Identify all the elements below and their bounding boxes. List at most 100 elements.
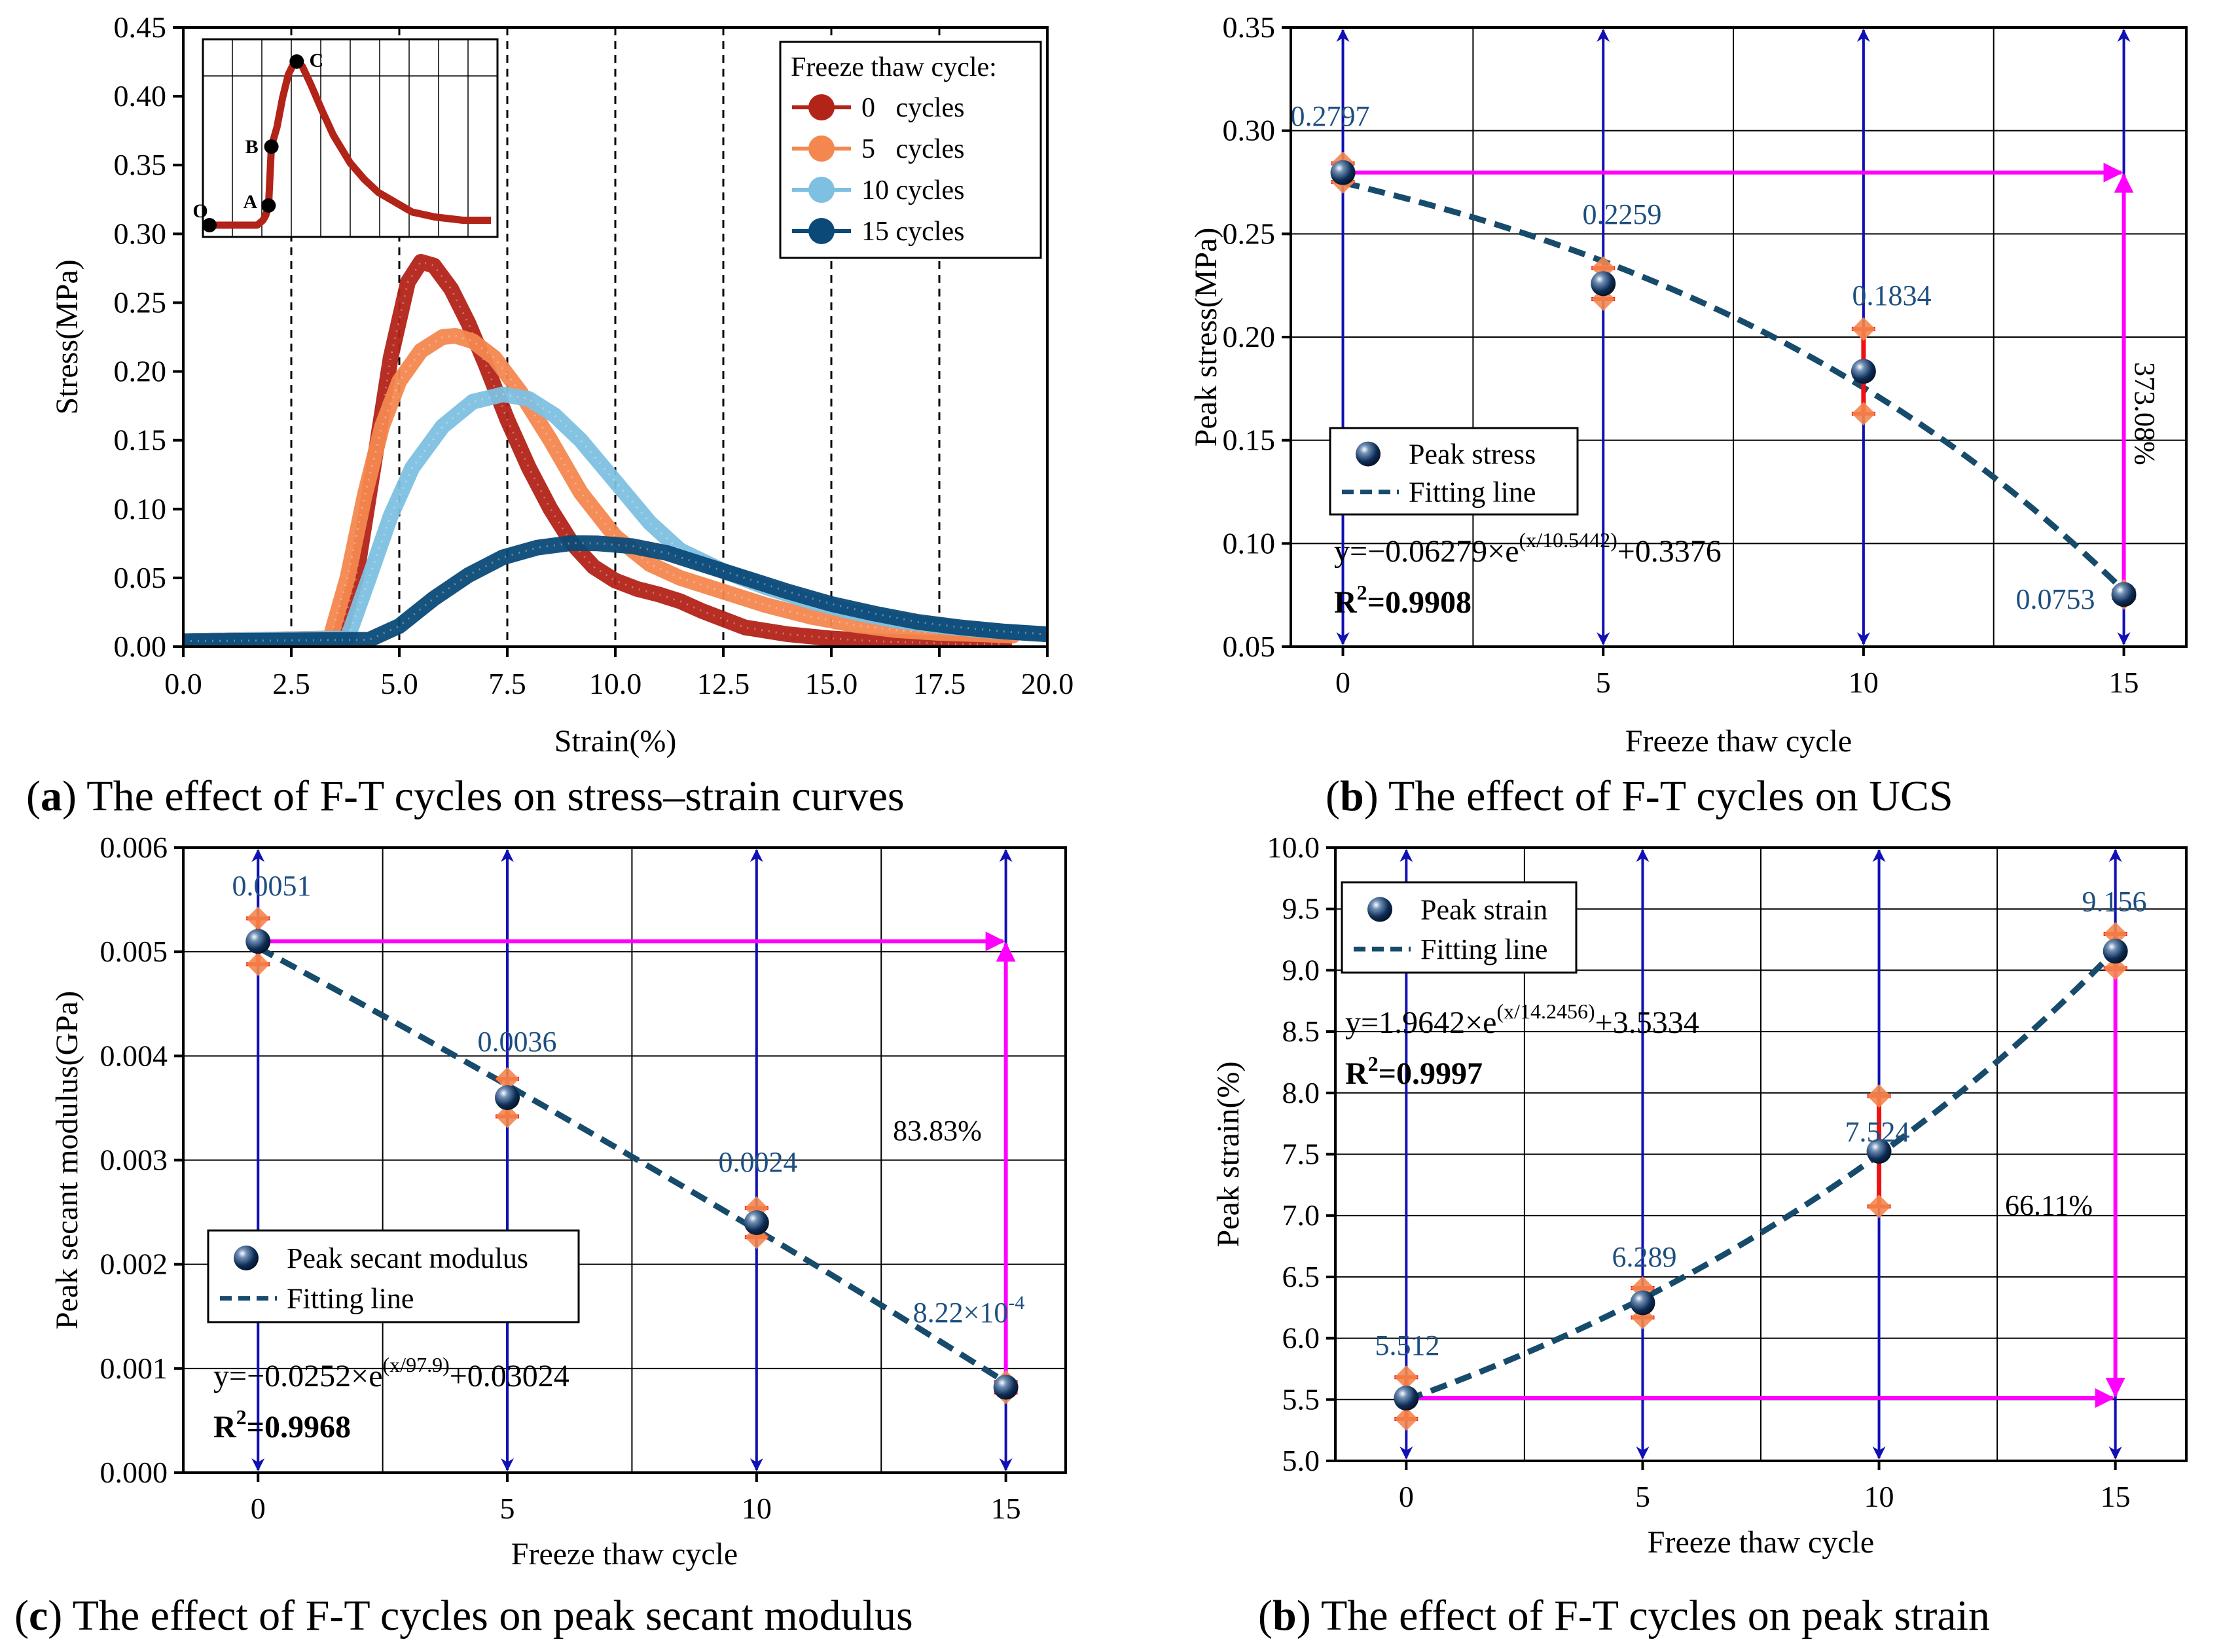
y-tick-label-7: 0.35 [114, 148, 167, 181]
chart-a: 0.0 2.5 5.0 7.5 10.0 12.5 15.0 17.5 20.0 0.00 0.05… [50, 10, 1074, 759]
point-label-3: 9.156 [2082, 886, 2147, 918]
point-label-2: 0.1834 [1852, 279, 1932, 312]
legend-box [207, 1229, 580, 1323]
y-tick-label-0: 0.00 [114, 630, 167, 663]
y-axis-label: Peak secant modulus(GPa) [50, 991, 84, 1329]
y-tick-label-1: 0.10 [1223, 526, 1276, 560]
y-tick-label-10: 10.0 [1267, 831, 1320, 864]
x-tick-label-0: 0 [1335, 666, 1350, 699]
error-marker-bottom-2 [1851, 401, 1875, 425]
r-squared: R2=0.9968 [213, 1405, 351, 1445]
legend-label-3: 15 cycles [861, 217, 964, 247]
caption-a: (a) The effect of F-T cycles on stress–s… [26, 772, 905, 820]
error-marker-top-2 [1851, 317, 1875, 341]
fitting-line [1342, 179, 2126, 593]
chart-c: 0.0051 0.0036 0.0024 8.22×10-4 0 5 10 15 0.000 0.… [50, 831, 1067, 1571]
legend-marker-0 [808, 94, 835, 120]
x-tick-label-6: 15.0 [805, 667, 858, 700]
point-label-0: 5.512 [1375, 1329, 1440, 1361]
legend-label-1: Fitting line [287, 1283, 414, 1315]
legend-marker-3 [808, 218, 835, 244]
r-squared-value: =0.9968 [247, 1410, 351, 1445]
y-tick-label-8: 9.0 [1282, 953, 1320, 986]
legend-marker-0 [1367, 897, 1392, 922]
y-tick-label-2: 0.002 [100, 1248, 168, 1281]
y-tick-label-5: 7.5 [1282, 1138, 1320, 1171]
x-tick-label-4: 10.0 [589, 667, 642, 700]
chart-d: 5.512 6.289 7.524 9.156 0 5 10 15 5.0 5.5 6.0 6.5 7.… [1211, 831, 2188, 1560]
legend-label-0: Peak stress [1409, 439, 1536, 471]
inset-point-2 [264, 139, 279, 154]
error-marker-bottom-2 [1867, 1194, 1891, 1219]
y-axis-label: Peak strain(%) [1211, 1062, 1246, 1248]
point-label-0: 0.0051 [232, 870, 312, 902]
y-tick-label-6: 0.006 [100, 831, 168, 864]
legend-marker-0 [234, 1246, 259, 1270]
legend-label-0: 0 cycles [861, 93, 964, 123]
y-tick-label-5: 0.25 [114, 285, 167, 319]
error-marker-bottom-0 [246, 952, 270, 977]
inset-point-3 [289, 54, 304, 69]
x-tick-label-0: 0 [251, 1492, 266, 1525]
error-marker-top-2 [1867, 1084, 1891, 1108]
r-squared-value: =0.9997 [1379, 1056, 1483, 1091]
y-tick-label-6: 0.30 [114, 217, 167, 250]
y-tick-label-3: 0.20 [1223, 320, 1276, 353]
x-tick-label-0: 0 [1399, 1480, 1414, 1513]
x-tick-label-3: 15 [991, 1492, 1021, 1525]
r-squared: R2=0.9997 [1345, 1052, 1483, 1091]
point-label-1: 6.289 [1612, 1241, 1677, 1273]
data-point-3 [2111, 582, 2137, 607]
fitting-line [257, 944, 1007, 1385]
equation-exponent: (x/10.5442) [1519, 528, 1617, 552]
fitting-line [1405, 948, 2118, 1403]
y-tick-label-4: 0.004 [100, 1039, 168, 1072]
point-label-2: 0.0024 [719, 1146, 798, 1178]
y-axis-label: Peak stress(MPa) [1189, 228, 1223, 447]
error-marker-bottom-0 [1394, 1407, 1418, 1431]
data-point-1 [495, 1085, 520, 1110]
y-tick-label-9: 9.5 [1282, 892, 1320, 925]
inset-point-0 [202, 218, 217, 232]
y-tick-label-4: 0.25 [1223, 217, 1276, 250]
legend-label-1: Fitting line [1409, 476, 1536, 509]
equation-constant: +0.3376 [1617, 534, 1722, 569]
legend-label-2: 10 cycles [861, 175, 964, 206]
series-line-1 [183, 328, 1021, 647]
data-point-1 [1591, 271, 1616, 296]
data-point-0 [1394, 1386, 1419, 1411]
legend-marker-2 [808, 177, 835, 203]
y-tick-label-3: 0.003 [100, 1143, 168, 1177]
r-squared-exponent: 2 [236, 1405, 247, 1429]
x-axis-label: Strain(%) [554, 724, 677, 759]
y-tick-label-3: 6.5 [1282, 1260, 1320, 1293]
y-tick-label-6: 8.0 [1282, 1076, 1320, 1109]
y-tick-label-2: 0.15 [1223, 423, 1276, 457]
equation: y=1.9642×e(x/14.2456)+3.5334 [1345, 999, 1699, 1040]
series-texture-1 [183, 334, 1013, 643]
legend-title: Freeze thaw cycle: [791, 52, 997, 82]
y-tick-label-1: 0.05 [114, 561, 167, 594]
equation-exponent: (x/14.2456) [1496, 999, 1595, 1023]
point-label-3: 8.22×10-4 [913, 1292, 1025, 1329]
error-marker-top-1 [496, 1067, 520, 1091]
x-axis-label: Freeze thaw cycle [511, 1537, 738, 1571]
inset-point-label-3: C [309, 50, 323, 71]
percent-label: 373.08% [2129, 362, 2161, 465]
percent-label: 83.83% [893, 1115, 982, 1147]
equation-constant: +3.5334 [1595, 1005, 1699, 1040]
y-axis-label: Stress(MPa) [50, 259, 84, 414]
y-tick-label-5: 0.30 [1223, 114, 1276, 147]
y-tick-label-7: 8.5 [1282, 1015, 1320, 1048]
caption-b: (b) The effect of F-T cycles on UCS [1326, 772, 1953, 820]
r-squared-exponent: 2 [1357, 581, 1367, 604]
y-tick-label-5: 0.005 [100, 935, 168, 968]
inset-point-1 [261, 198, 276, 213]
x-tick-label-1: 5 [1635, 1480, 1650, 1513]
data-point-2 [1851, 359, 1876, 384]
y-tick-label-4: 0.20 [114, 355, 167, 388]
error-marker-top-0 [1394, 1365, 1418, 1390]
r-squared-value: =0.9908 [1367, 585, 1472, 620]
data-point-0 [1330, 160, 1356, 185]
